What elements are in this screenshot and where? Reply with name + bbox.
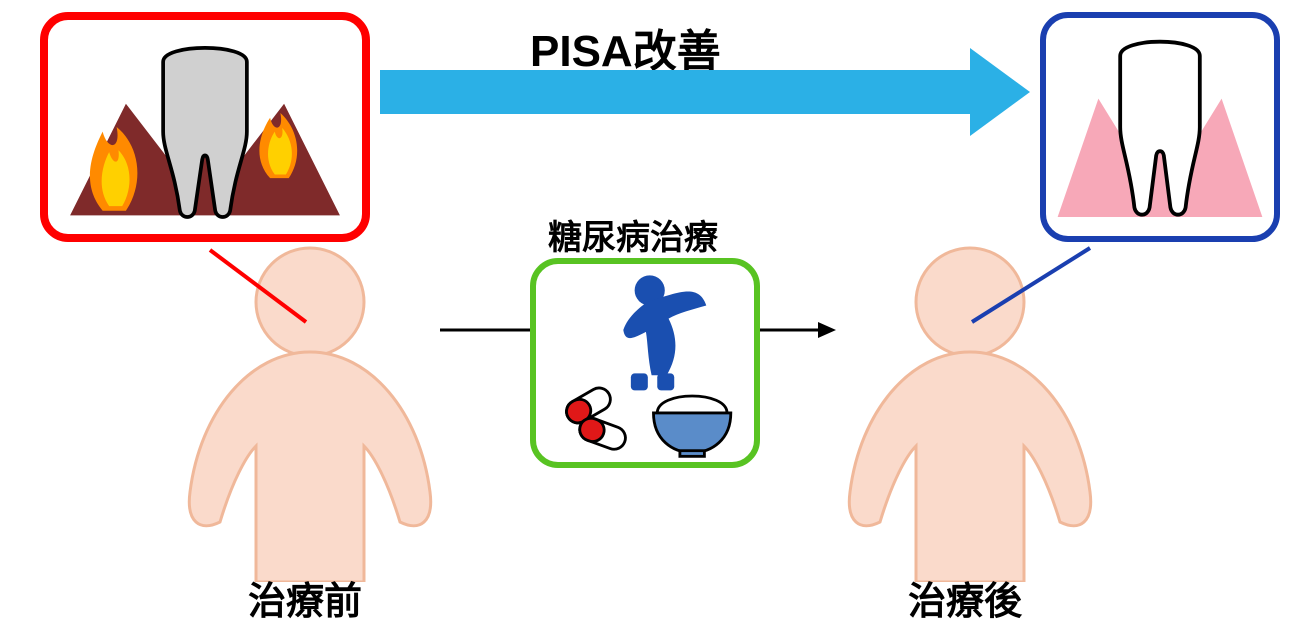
diagram-stage: PISA改善 治療前 治療後 (0, 0, 1300, 628)
rice-bowl-icon (653, 396, 730, 456)
exercise-icon (623, 275, 706, 390)
treatment-box (530, 258, 760, 468)
pills-icon (562, 384, 628, 453)
treatment-art (536, 264, 754, 462)
treatment-label: 糖尿病治療 (548, 210, 718, 259)
